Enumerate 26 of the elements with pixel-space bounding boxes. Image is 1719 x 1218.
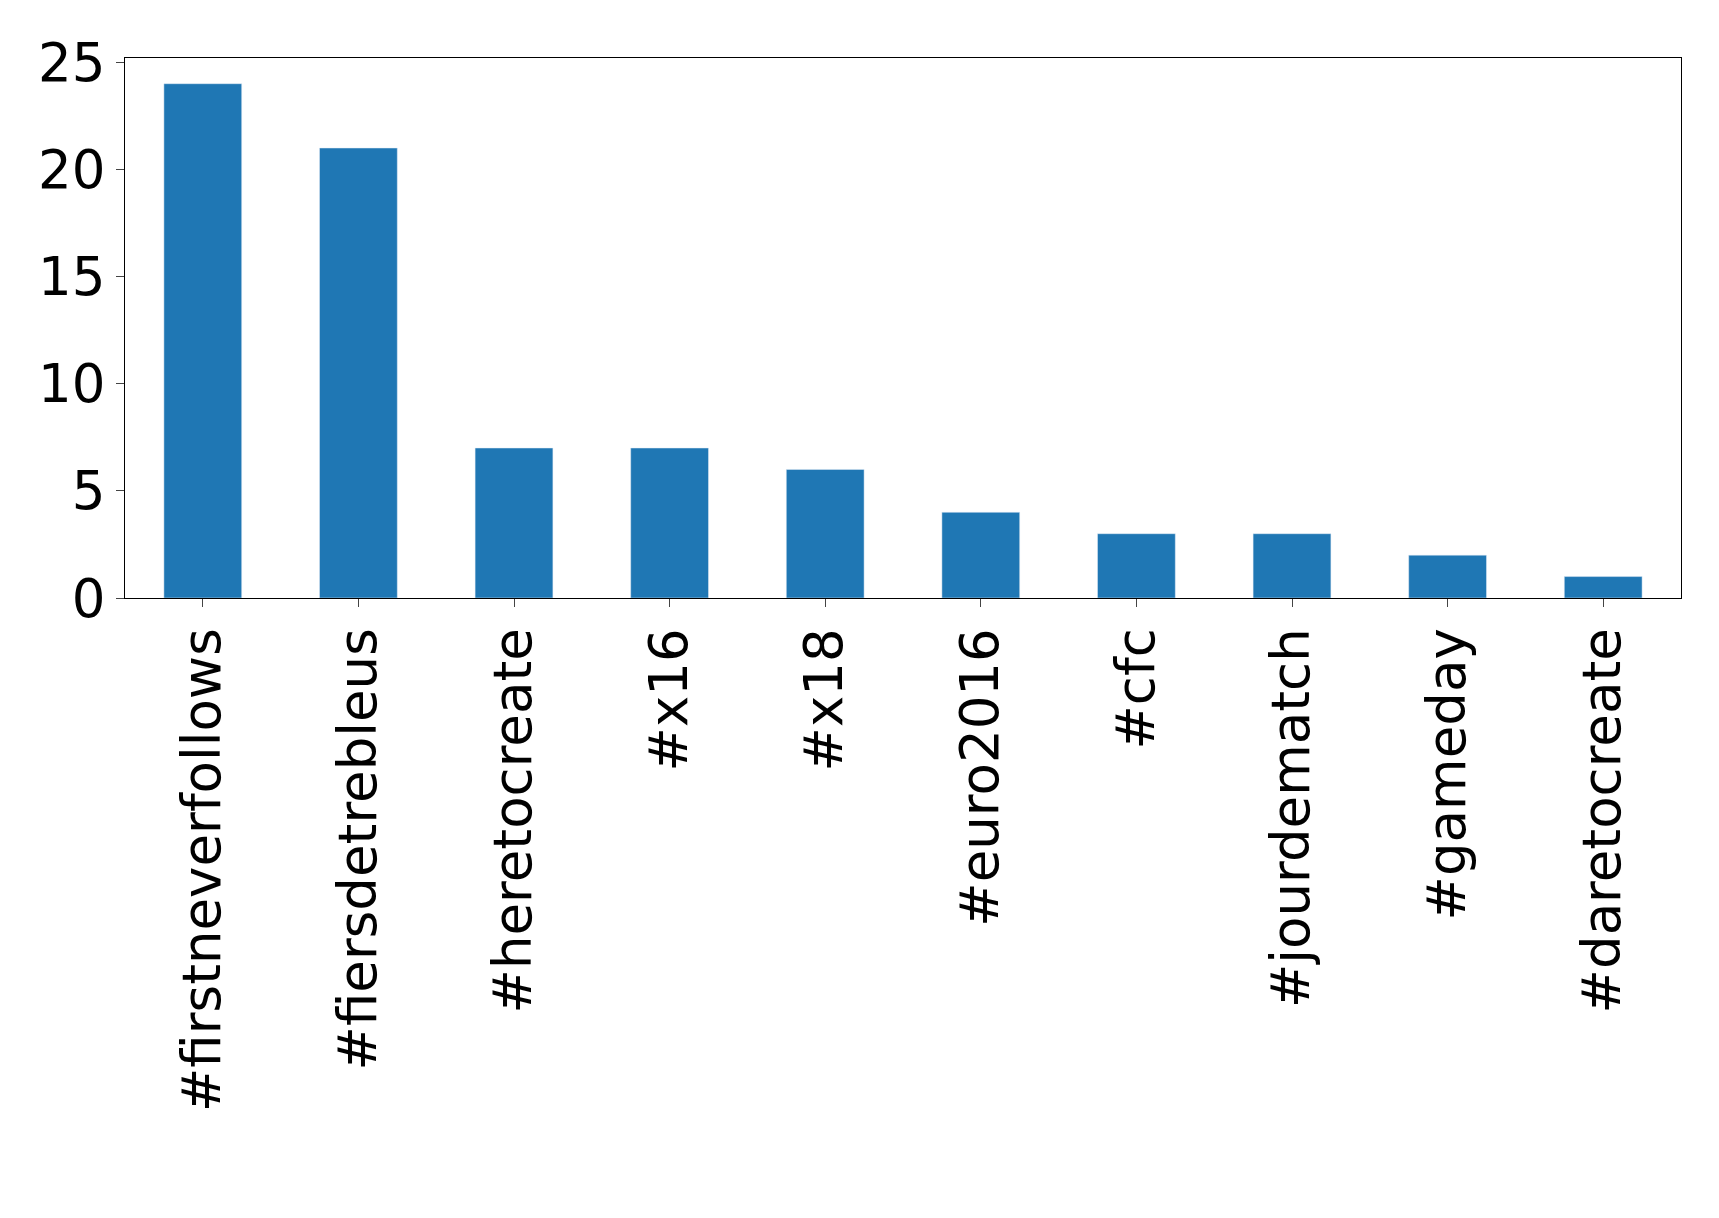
x-tick-label: #cfc	[1104, 628, 1166, 750]
x-tick-label: #daretocreate	[1571, 628, 1633, 1014]
y-tick-label: 15	[37, 246, 106, 308]
y-tick-label: 5	[71, 460, 106, 522]
bar	[630, 447, 709, 598]
x-tick-label: #fiersdetrebleus	[326, 628, 388, 1071]
x-tick-label: #jourdematch	[1260, 628, 1322, 1009]
x-tick-label: #x16	[637, 628, 699, 772]
bar	[1408, 554, 1487, 598]
x-tick-label: #gameday	[1415, 628, 1477, 921]
y-tick-label: 25	[37, 31, 106, 93]
x-tick-label: #euro2016	[949, 628, 1011, 927]
x-tick-label: #heretocreate	[482, 628, 544, 1014]
bar	[163, 83, 242, 598]
bar	[941, 512, 1020, 598]
bar	[1097, 533, 1176, 598]
y-tick-label: 0	[71, 567, 106, 629]
x-tick-label: #firstneverfollows	[171, 628, 233, 1113]
bar	[319, 147, 398, 598]
bar	[1252, 533, 1332, 598]
bar	[474, 447, 554, 598]
y-tick-label: 10	[37, 353, 106, 415]
bar	[786, 469, 865, 598]
y-tick-label: 20	[37, 138, 106, 200]
bar	[1564, 576, 1643, 598]
x-tick-label: #x18	[793, 628, 855, 772]
